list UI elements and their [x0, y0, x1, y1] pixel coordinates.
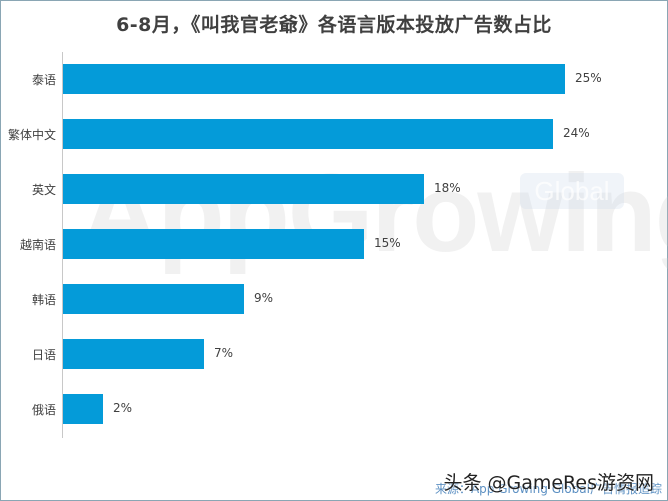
y-axis-line: [62, 52, 63, 438]
watermark-badge: Global: [520, 173, 624, 209]
bar-row: 日语 7%: [0, 339, 668, 369]
bar-row: 俄语 2%: [0, 394, 668, 424]
bar: [63, 394, 103, 424]
category-label: 英文: [31, 183, 56, 197]
value-label: 9%: [254, 291, 274, 305]
value-label: 25%: [575, 71, 602, 85]
bar-row: 泰语 25%: [0, 64, 668, 94]
value-label: 2%: [113, 401, 133, 415]
bar-row: 繁体中文 24%: [0, 119, 668, 149]
source-note: 来源：App Growing Global广告情报追踪: [434, 482, 662, 496]
chart-title: 6-8月，《叫我官老爺》各语言版本投放广告数占比: [116, 14, 552, 36]
bar: [63, 64, 565, 94]
category-label: 俄语: [31, 403, 56, 417]
bar: [63, 174, 424, 204]
category-label: 韩语: [31, 293, 56, 307]
bar-row: 英文 18%: [0, 174, 668, 204]
bar: [63, 284, 244, 314]
value-label: 24%: [563, 126, 590, 140]
bar-row: 韩语 9%: [0, 284, 668, 314]
bar: [63, 339, 204, 369]
bar-row: 越南语 15%: [0, 229, 668, 259]
category-label: 繁体中文: [7, 128, 56, 142]
bar: [63, 229, 364, 259]
credit-watermark: 头条 @GameRes游资网: [443, 472, 654, 494]
category-label: 越南语: [19, 238, 56, 252]
value-label: 15%: [374, 236, 401, 250]
value-label: 7%: [214, 346, 234, 360]
bar: [63, 119, 553, 149]
value-label: 18%: [434, 181, 461, 195]
category-label: 泰语: [31, 73, 56, 87]
category-label: 日语: [31, 348, 56, 362]
